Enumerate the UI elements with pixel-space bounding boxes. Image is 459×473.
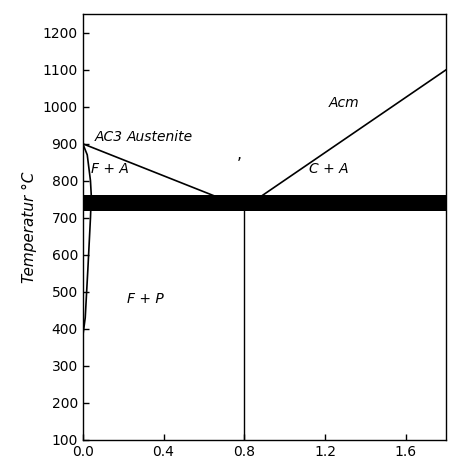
Text: F + P: F + P — [127, 292, 163, 306]
Text: F + A: F + A — [91, 162, 129, 175]
Text: ’: ’ — [236, 157, 241, 172]
Text: Austenite: Austenite — [127, 130, 193, 144]
Y-axis label: Temperatur °C: Temperatur °C — [22, 171, 37, 283]
Text: AC3: AC3 — [95, 130, 123, 144]
Text: Acm: Acm — [328, 96, 359, 110]
Text: C + A: C + A — [308, 162, 348, 176]
